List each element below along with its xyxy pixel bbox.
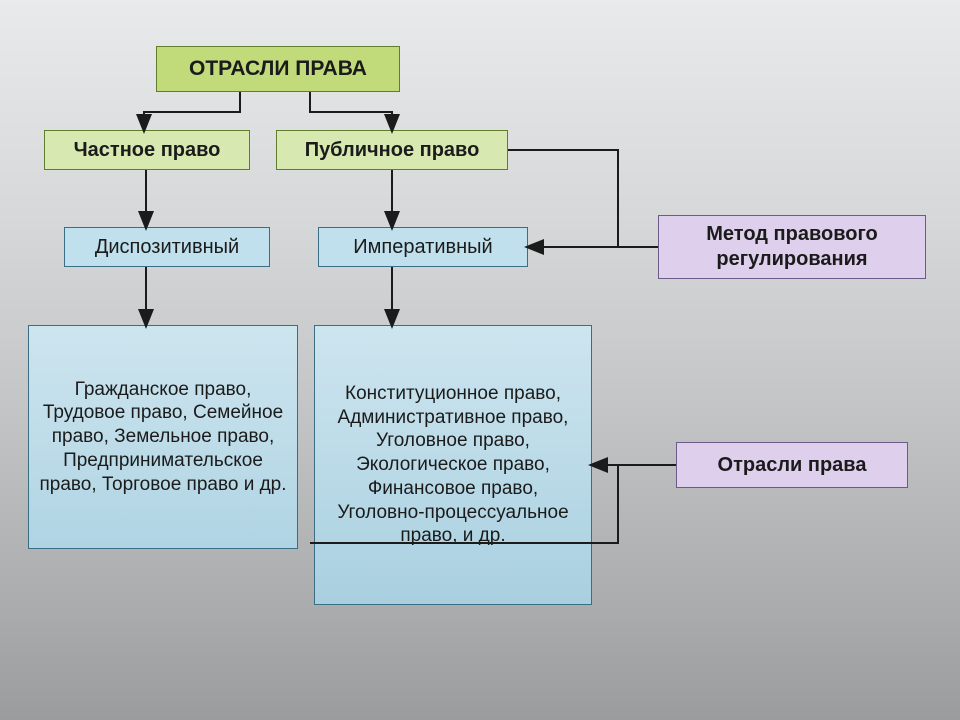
node-dispositive-text: Диспозитивный: [95, 235, 239, 260]
node-dispositive: Диспозитивный: [64, 227, 270, 267]
node-public-branches: Конституционное право, Административное …: [314, 325, 592, 605]
node-public-law: Публичное право: [276, 130, 508, 170]
node-private-law-text: Частное право: [74, 138, 221, 163]
node-title: ОТРАСЛИ ПРАВА: [156, 46, 400, 92]
node-public-branches-text: Конституционное право, Административное …: [325, 382, 581, 548]
node-title-text: ОТРАСЛИ ПРАВА: [189, 56, 367, 82]
node-method-label-text: Метод правового регулирования: [669, 222, 915, 272]
node-public-law-text: Публичное право: [305, 138, 480, 163]
node-method-label: Метод правового регулирования: [658, 215, 926, 279]
diagram-root: { "type": "flowchart", "background_gradi…: [0, 0, 960, 720]
node-branches-label: Отрасли права: [676, 442, 908, 488]
node-private-branches: Гражданское право, Трудовое право, Семей…: [28, 325, 298, 549]
node-branches-label-text: Отрасли права: [718, 453, 867, 478]
node-private-law: Частное право: [44, 130, 250, 170]
node-imperative: Императивный: [318, 227, 528, 267]
node-private-branches-text: Гражданское право, Трудовое право, Семей…: [39, 378, 287, 497]
node-imperative-text: Императивный: [353, 235, 492, 260]
